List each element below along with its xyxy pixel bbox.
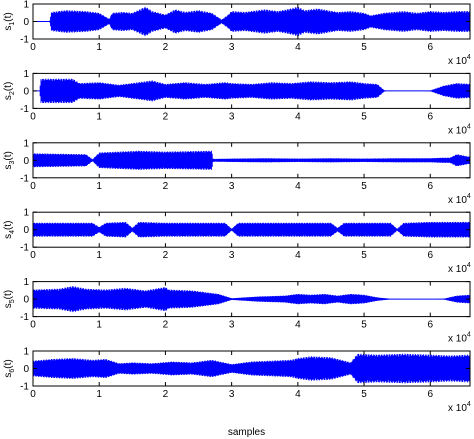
y-tick-label: 0	[23, 225, 29, 236]
y-tick-label: 1	[23, 138, 29, 149]
y-tick-label: 0	[23, 86, 29, 97]
x-tick-label: 2	[163, 389, 169, 400]
y-axis-label: s3(t)	[3, 151, 16, 169]
x-tick-label: 4	[295, 250, 301, 261]
x-tick-label: 6	[427, 389, 433, 400]
y-tick-label: 1	[23, 0, 29, 11]
x-tick-label: 5	[361, 389, 367, 400]
x-tick-label: 1	[96, 181, 102, 192]
x-tick-label: 0	[30, 181, 36, 192]
y-tick-label: -1	[20, 312, 29, 323]
x-tick-label: 5	[361, 111, 367, 122]
y-tick-label: -1	[20, 35, 29, 46]
y-tick-label: 0	[23, 17, 29, 28]
y-axis-label: s1(t)	[3, 12, 16, 30]
y-tick-label: 1	[23, 69, 29, 80]
y-tick-label: -1	[20, 104, 29, 115]
x-tick-label: 4	[295, 181, 301, 192]
signal-waveform	[39, 78, 471, 104]
x-tick-label: 3	[229, 250, 235, 261]
y-tick-label: 0	[23, 156, 29, 167]
x-multiplier-label: x 104	[448, 262, 471, 275]
x-tick-label: 0	[30, 111, 36, 122]
x-tick-label: 0	[30, 389, 36, 400]
x-tick-label: 0	[30, 250, 36, 261]
x-axis-label: samples	[228, 427, 265, 438]
x-tick-label: 2	[163, 250, 169, 261]
signal-waveform	[32, 221, 471, 238]
x-tick-label: 4	[295, 111, 301, 122]
x-tick-label: 2	[163, 320, 169, 331]
x-tick-label: 4	[295, 389, 301, 400]
x-tick-label: 6	[427, 250, 433, 261]
x-tick-label: 0	[30, 320, 36, 331]
x-tick-label: 2	[163, 111, 169, 122]
y-tick-label: 0	[23, 295, 29, 306]
y-axis-label: s6(t)	[3, 359, 16, 377]
x-multiplier-label: x 104	[448, 401, 471, 414]
x-tick-label: 4	[295, 42, 301, 53]
x-tick-label: 5	[361, 181, 367, 192]
y-tick-label: 0	[23, 364, 29, 375]
x-tick-label: 6	[427, 42, 433, 53]
x-tick-label: 3	[229, 320, 235, 331]
x-tick-label: 3	[229, 111, 235, 122]
x-multiplier-label: x 104	[448, 123, 471, 136]
x-tick-label: 3	[229, 42, 235, 53]
x-tick-label: 1	[96, 389, 102, 400]
x-tick-label: 0	[30, 42, 36, 53]
y-tick-label: 1	[23, 347, 29, 358]
x-tick-label: 3	[229, 389, 235, 400]
y-axis-label: s5(t)	[3, 290, 16, 308]
x-tick-label: 5	[361, 320, 367, 331]
x-multiplier-label: x 104	[448, 332, 471, 345]
x-multiplier-label: x 104	[448, 193, 471, 206]
x-tick-label: 6	[427, 181, 433, 192]
x-tick-label: 6	[427, 111, 433, 122]
x-tick-label: 5	[361, 250, 367, 261]
signal-waveform	[49, 6, 471, 37]
signal-waveform	[32, 286, 471, 313]
y-tick-label: -1	[20, 173, 29, 184]
y-tick-label: -1	[20, 243, 29, 254]
x-tick-label: 1	[96, 42, 102, 53]
x-tick-label: 4	[295, 320, 301, 331]
x-tick-label: 1	[96, 111, 102, 122]
x-tick-label: 5	[361, 42, 367, 53]
y-tick-label: 1	[23, 277, 29, 288]
signal-waveform	[32, 150, 471, 170]
y-tick-label: -1	[20, 382, 29, 393]
x-tick-label: 1	[96, 250, 102, 261]
y-axis-label: s2(t)	[3, 82, 16, 100]
x-tick-label: 1	[96, 320, 102, 331]
x-multiplier-label: x 104	[448, 54, 471, 67]
x-tick-label: 3	[229, 181, 235, 192]
x-tick-label: 2	[163, 181, 169, 192]
y-axis-label: s4(t)	[3, 221, 16, 239]
x-tick-label: 2	[163, 42, 169, 53]
signal-waveform	[32, 353, 471, 384]
x-tick-label: 6	[427, 320, 433, 331]
y-tick-label: 1	[23, 208, 29, 219]
